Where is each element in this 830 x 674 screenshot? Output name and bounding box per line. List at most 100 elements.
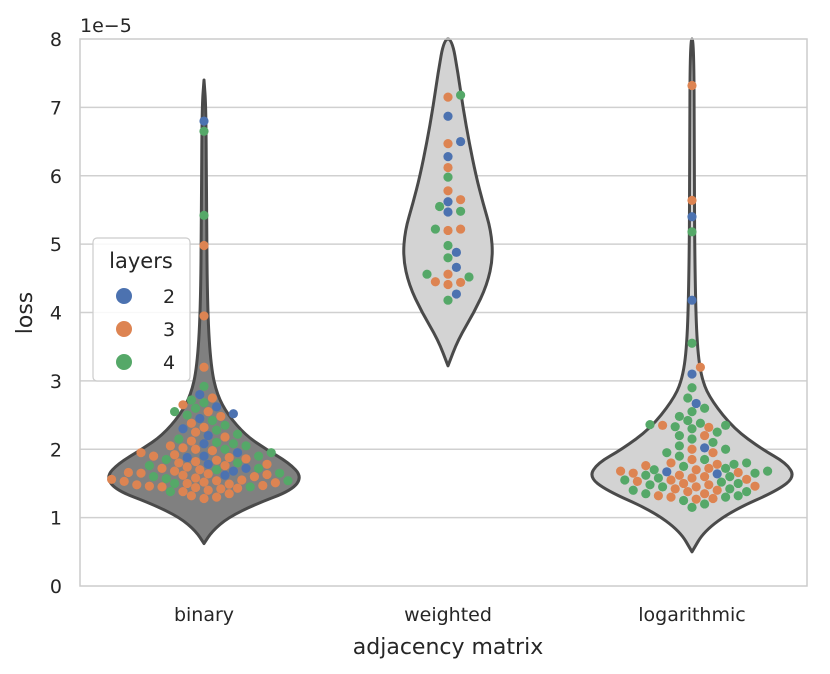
point-logarithmic-layers3-69	[658, 420, 668, 430]
point-binary-layers2-29	[220, 470, 230, 480]
point-binary-layers4-49	[233, 458, 243, 468]
x-tick-labels: binary weighted logarithmic	[174, 604, 746, 626]
point-binary-layers3-23	[237, 475, 247, 485]
point-weighted-layers3-13	[456, 224, 466, 234]
point-logarithmic-layers3-50	[666, 458, 676, 468]
point-binary-layers3-98	[199, 362, 209, 372]
point-logarithmic-layers4-14	[628, 485, 638, 495]
point-logarithmic-layers2-77	[691, 398, 701, 409]
point-binary-layers2-36	[228, 466, 238, 476]
point-logarithmic-layers3-11	[683, 487, 693, 497]
point-logarithmic-layers4-37	[750, 468, 760, 478]
point-binary-layers3-48	[174, 458, 184, 468]
point-binary-layers4-22	[283, 476, 293, 486]
point-logarithmic-layers3-3	[691, 494, 701, 504]
point-binary-layers2-84	[195, 413, 205, 424]
point-binary-layers4-17	[170, 478, 180, 489]
point-weighted-layers3-2	[443, 279, 453, 290]
point-weighted-layers3-24	[443, 139, 453, 149]
point-binary-layers3-55	[224, 452, 234, 463]
point-binary-layers3-37	[170, 466, 180, 476]
point-logarithmic-layers3-17	[691, 482, 701, 492]
point-weighted-layers3-4	[430, 277, 440, 287]
point-logarithmic-layers4-78	[683, 393, 693, 403]
point-weighted-layers4-28	[456, 90, 466, 100]
point-binary-layers3-92	[178, 400, 188, 410]
point-weighted-layers2-1	[451, 289, 461, 299]
point-binary-layers3-3	[224, 489, 234, 499]
point-logarithmic-layers3-5	[666, 492, 676, 502]
point-binary-layers3-24	[107, 474, 117, 484]
point-binary-layers3-9	[191, 482, 201, 493]
point-binary-layers4-5	[165, 487, 175, 497]
y-axis-title: loss	[13, 292, 38, 335]
point-logarithmic-layers4-72	[695, 418, 706, 428]
point-binary-layers3-57	[149, 451, 159, 461]
point-logarithmic-layers3-9	[700, 489, 710, 499]
legend-label-2: 2	[163, 286, 175, 308]
point-weighted-layers2-8	[451, 262, 461, 272]
y-tick-labels: 0 1 2 3 4 5 6 7 8	[50, 29, 62, 598]
y-tick-label-1: 1	[50, 508, 62, 530]
point-binary-layers3-4	[178, 487, 188, 497]
point-logarithmic-layers4-43	[649, 465, 659, 475]
point-logarithmic-layers4-70	[721, 420, 731, 430]
point-binary-layers3-44	[220, 461, 230, 471]
point-logarithmic-layers3-36	[628, 468, 638, 478]
legend-marker-4	[116, 354, 132, 370]
y-tick-label-8: 8	[50, 29, 62, 51]
point-binary-layers3-82	[186, 418, 196, 428]
point-binary-layers3-38	[195, 465, 205, 475]
point-logarithmic-layers3-42	[691, 465, 701, 475]
point-binary-layers3-12	[144, 481, 154, 491]
point-binary-layers3-50	[191, 456, 201, 467]
point-binary-layers2-54	[182, 452, 192, 463]
point-logarithmic-layers3-87	[687, 80, 697, 91]
point-binary-layers3-21	[212, 476, 222, 486]
point-binary-layers3-47	[262, 459, 272, 469]
point-binary-layers4-93	[199, 398, 209, 408]
point-logarithmic-layers4-34	[641, 470, 651, 480]
point-logarithmic-layers4-62	[687, 434, 697, 444]
point-binary-layers2-40	[241, 463, 251, 473]
point-binary-layers2-56	[199, 451, 209, 461]
point-binary-layers4-73	[174, 434, 184, 444]
point-binary-layers3-80	[199, 422, 209, 432]
point-binary-layers3-61	[136, 448, 146, 458]
point-binary-layers4-25	[161, 474, 171, 484]
point-weighted-layers2-10	[451, 247, 461, 257]
point-logarithmic-layers4-30	[653, 473, 664, 483]
point-binary-layers4-101	[199, 210, 209, 221]
point-binary-layers4-90	[191, 403, 201, 413]
point-binary-layers4-52	[161, 454, 171, 465]
legend-label-4: 4	[163, 352, 175, 374]
point-logarithmic-layers4-71	[645, 420, 655, 430]
point-logarithmic-layers3-13	[712, 485, 722, 495]
point-binary-layers3-100	[199, 240, 209, 251]
point-binary-layers4-78	[212, 425, 222, 435]
point-binary-layers3-19	[199, 477, 209, 487]
point-weighted-layers3-22	[443, 162, 453, 173]
point-binary-layers3-14	[132, 480, 142, 490]
point-weighted-layers2-23	[443, 152, 453, 162]
point-logarithmic-layers4-24	[716, 477, 727, 487]
point-weighted-layers4-7	[422, 269, 432, 279]
point-binary-layers4-81	[220, 420, 230, 430]
point-binary-layers4-76	[233, 429, 243, 439]
point-weighted-layers2-15	[443, 207, 453, 217]
point-binary-layers3-51	[212, 455, 222, 465]
plot-frame	[79, 38, 808, 587]
point-logarithmic-layers2-83	[687, 295, 697, 305]
point-binary-layers4-11	[245, 482, 255, 492]
point-binary-layers2-79	[178, 424, 188, 434]
point-binary-layers4-71	[212, 437, 222, 448]
point-binary-layers3-72	[186, 436, 196, 446]
point-logarithmic-layers4-60	[674, 441, 685, 451]
point-logarithmic-layers2-59	[700, 443, 710, 453]
point-logarithmic-layers4-32	[725, 472, 735, 482]
point-logarithmic-layers3-19	[750, 481, 760, 491]
legend: layers 2 3 4	[92, 237, 191, 382]
point-logarithmic-layers4-12	[742, 487, 752, 497]
point-logarithmic-layers4-58	[721, 444, 731, 454]
